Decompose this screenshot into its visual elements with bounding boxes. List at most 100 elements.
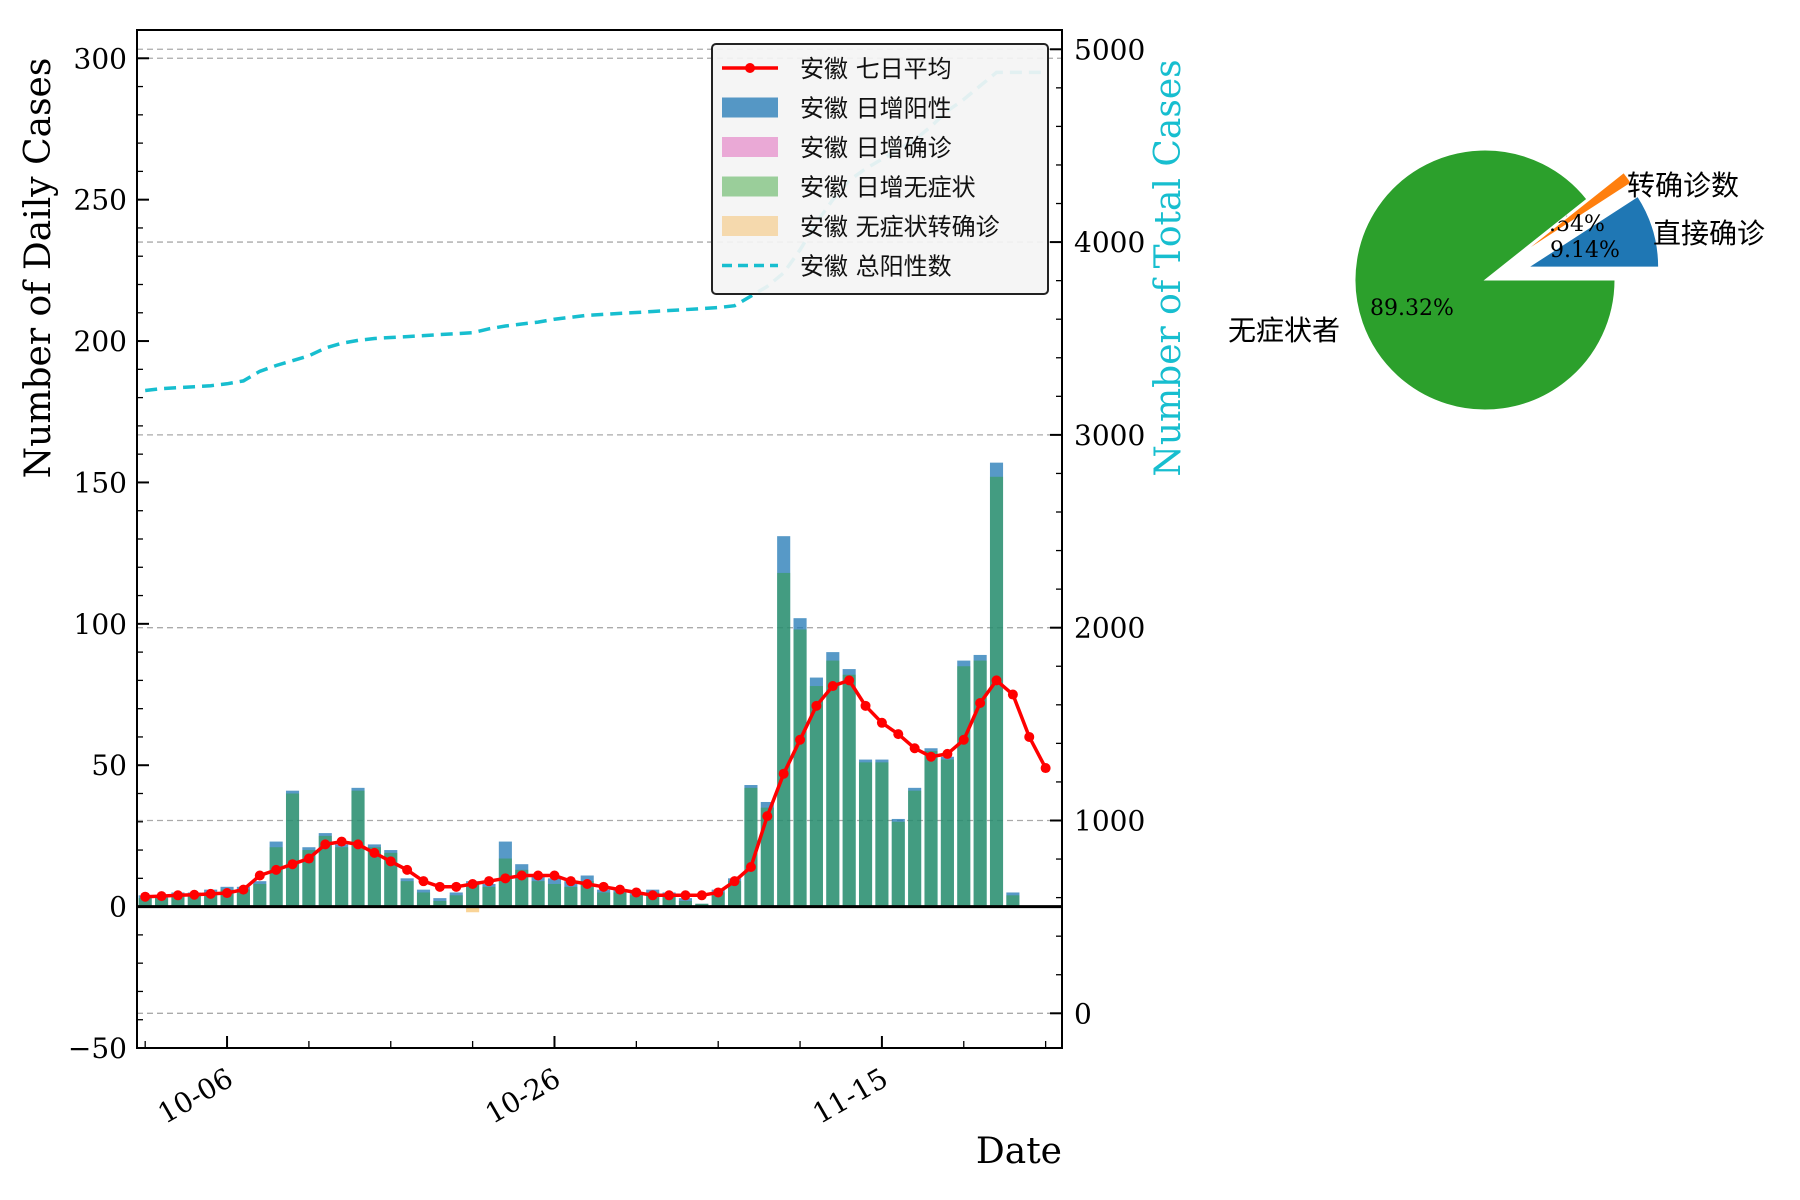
bar-asymptomatic-1 xyxy=(155,898,169,907)
pie-slice-2 xyxy=(1354,149,1616,411)
bar-positive-46 xyxy=(891,818,905,907)
avg-point-28 xyxy=(598,881,609,892)
bar-positive-43 xyxy=(842,669,856,907)
bar-positive-19 xyxy=(449,892,463,907)
bar-asymptomatic-43 xyxy=(842,674,856,907)
avg-point-0 xyxy=(140,891,151,902)
avg-point-30 xyxy=(631,887,642,898)
bar-positive-40 xyxy=(793,618,807,907)
bar-positive-16 xyxy=(400,878,414,907)
avg-point-52 xyxy=(991,675,1002,686)
bar-positive-25 xyxy=(547,878,562,907)
bar-asymptomatic-46 xyxy=(891,821,905,907)
bar-positive-41 xyxy=(809,677,823,907)
avg-point-25 xyxy=(549,870,560,881)
bar-positive-29 xyxy=(613,889,627,907)
avg-point-43 xyxy=(844,675,855,686)
bar-positive-42 xyxy=(826,652,840,907)
bar-asymptomatic-0 xyxy=(138,898,152,907)
avg-point-20 xyxy=(467,878,478,889)
avg-point-48 xyxy=(926,751,937,762)
bar-asymptomatic-53 xyxy=(1006,895,1020,907)
bar-asymptomatic-30 xyxy=(629,895,643,907)
bar-positive-48 xyxy=(924,748,938,907)
avg-point-44 xyxy=(860,700,871,711)
avg-point-26 xyxy=(565,876,576,887)
x-axis-title: Date xyxy=(976,1131,1062,1172)
avg-point-53 xyxy=(1007,689,1018,700)
bar-positive-18 xyxy=(433,898,447,907)
bar-asymptomatic-38 xyxy=(760,807,774,907)
bar-positive-47 xyxy=(908,787,922,907)
avg-point-17 xyxy=(418,876,429,887)
bar-asymptomatic-29 xyxy=(613,892,627,907)
bar-positive-28 xyxy=(597,889,611,907)
y2-tick-label: 3000 xyxy=(1074,419,1145,452)
avg-point-11 xyxy=(320,839,331,850)
bar-asymptomatic-2 xyxy=(171,895,185,907)
avg-point-50 xyxy=(958,734,969,745)
bar-positive-26 xyxy=(564,881,578,907)
avg-point-5 xyxy=(222,888,233,899)
bar-asymptomatic-9 xyxy=(285,793,300,907)
bar-asymptomatic-50 xyxy=(957,666,971,907)
bar-asymptomatic-16 xyxy=(400,881,414,907)
avg-point-46 xyxy=(893,729,904,740)
bar-positive-14 xyxy=(367,844,381,907)
bar-asymptomatic-48 xyxy=(924,751,938,907)
bar-positive-11 xyxy=(318,833,332,907)
y-tick-label: −50 xyxy=(68,1032,127,1065)
y-tick-label: 50 xyxy=(91,749,127,782)
bar-positive-37 xyxy=(744,785,758,907)
y-tick-label: 100 xyxy=(74,608,127,641)
pie-percent-0: 9.14% xyxy=(1550,238,1620,263)
avg-point-2 xyxy=(172,890,183,901)
pie-label-0: 直接确诊 xyxy=(1653,217,1765,250)
y-tick-label: 300 xyxy=(74,42,127,75)
y2-tick-label: 1000 xyxy=(1074,804,1145,837)
avg-point-55 xyxy=(1040,763,1051,774)
bar-asymptomatic-19 xyxy=(449,895,463,907)
y2-tick-label: 5000 xyxy=(1074,33,1145,66)
bar-positive-12 xyxy=(335,844,349,907)
bar-positive-7 xyxy=(253,881,267,907)
legend-label-asymptomatic: 安徽 日增无症状 xyxy=(800,174,976,202)
legend-label-avg: 安徽 七日平均 xyxy=(800,55,952,83)
avg-point-14 xyxy=(369,847,380,858)
avg-point-32 xyxy=(664,890,675,901)
bar-asymptomatic-3 xyxy=(187,895,201,907)
bar-positive-21 xyxy=(482,883,496,907)
legend-swatch-positive xyxy=(722,97,778,118)
bar-asymptomatic-12 xyxy=(335,847,349,907)
bar-asymptomatic-47 xyxy=(908,790,922,907)
avg-point-31 xyxy=(647,890,658,901)
y2-axis-title: Number of Total Cases xyxy=(1148,59,1189,476)
avg-point-10 xyxy=(303,853,314,864)
avg-point-49 xyxy=(942,748,953,759)
bar-asymptomatic-26 xyxy=(564,886,578,907)
avg-point-1 xyxy=(156,891,167,902)
avg-point-36 xyxy=(729,876,740,887)
avg-point-33 xyxy=(680,890,691,901)
bar-asymptomatic-39 xyxy=(777,572,791,907)
pie-label-2: 无症状者 xyxy=(1228,314,1340,347)
bar-asymptomatic-17 xyxy=(416,892,431,907)
bar-asymptomatic-20 xyxy=(466,883,480,907)
avg-point-37 xyxy=(745,862,756,873)
avg-point-23 xyxy=(516,870,527,881)
bar-asymptomatic-49 xyxy=(940,759,954,907)
pie-slice-1 xyxy=(1521,171,1632,254)
avg-point-27 xyxy=(582,878,593,889)
bar-positive-17 xyxy=(416,889,431,907)
legend-box xyxy=(711,43,1049,295)
avg-point-24 xyxy=(533,870,544,881)
avg-point-9 xyxy=(287,859,298,870)
bar-positive-44 xyxy=(858,759,873,907)
legend-label-confirmed: 安徽 日增确诊 xyxy=(800,134,952,162)
bar-asymptomatic-8 xyxy=(269,847,283,907)
bar-asymptomatic-15 xyxy=(384,852,398,907)
bar-asymptomatic-41 xyxy=(809,686,823,907)
pie-label-1: 转确诊数 xyxy=(1627,169,1739,202)
avg-point-3 xyxy=(189,889,200,900)
bar-asymptomatic-7 xyxy=(253,883,267,907)
